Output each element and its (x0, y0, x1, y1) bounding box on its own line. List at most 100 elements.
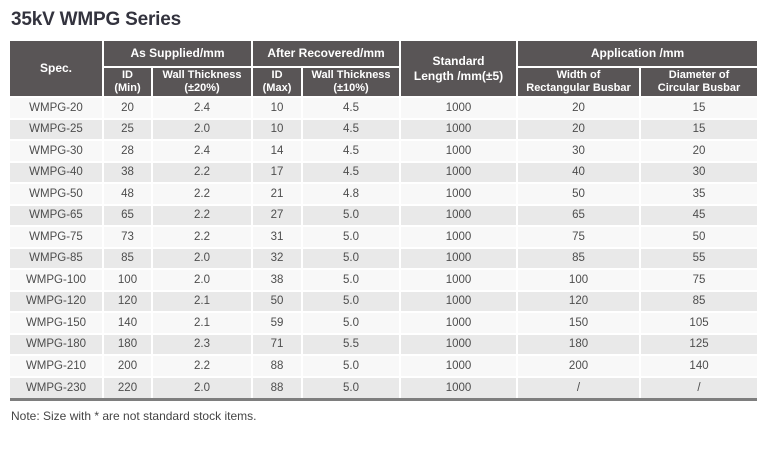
value-cell: 5.0 (301, 375, 402, 399)
value-cell: 1000 (399, 139, 519, 163)
spec-cell: WMPG-30 (9, 139, 104, 163)
value-cell: 15 (639, 96, 759, 120)
value-cell: 2.0 (150, 375, 254, 399)
value-cell: 140 (102, 311, 153, 335)
value-cell: / (516, 375, 642, 399)
spec-cell: WMPG-230 (9, 375, 104, 399)
value-cell: 105 (639, 311, 759, 335)
spec-cell: WMPG-210 (9, 354, 104, 378)
value-cell: 200 (516, 354, 642, 378)
value-cell: 2.0 (150, 268, 254, 292)
page: 35kV WMPG Series Spec. As Supplied/mm Af… (9, 9, 759, 423)
col-header-width-rectangular-busbar: Width of Rectangular Busbar (516, 66, 642, 98)
table-row: WMPG-25 25 2.0 10 4.5 1000 20 15 (9, 117, 759, 141)
spec-cell: WMPG-65 (9, 203, 104, 227)
value-cell: 2.2 (150, 225, 254, 249)
value-cell: 73 (102, 225, 153, 249)
value-cell: 20 (516, 117, 642, 141)
value-cell: 4.5 (301, 139, 402, 163)
spec-cell: WMPG-120 (9, 289, 104, 313)
value-cell: 85 (639, 289, 759, 313)
value-cell: 140 (639, 354, 759, 378)
value-cell: 5.0 (301, 225, 402, 249)
value-cell: 2.2 (150, 160, 254, 184)
value-cell: 120 (102, 289, 153, 313)
col-header-id-min: ID (Min) (102, 66, 153, 98)
value-cell: 5.0 (301, 203, 402, 227)
value-cell: 28 (102, 139, 153, 163)
spec-table: Spec. As Supplied/mm After Recovered/mm … (9, 40, 759, 399)
value-cell: 75 (516, 225, 642, 249)
value-cell: 38 (251, 268, 304, 292)
value-cell: / (639, 375, 759, 399)
table-row: WMPG-65 65 2.2 27 5.0 1000 65 45 (9, 203, 759, 227)
value-cell: 2.2 (150, 203, 254, 227)
col-header-wall-thickness-20: Wall Thickness (±20%) (150, 66, 254, 98)
value-cell: 59 (251, 311, 304, 335)
value-cell: 1000 (399, 268, 519, 292)
value-cell: 20 (516, 96, 642, 120)
value-cell: 65 (516, 203, 642, 227)
table-row: WMPG-230 220 2.0 88 5.0 1000// (9, 375, 759, 399)
page-title: 35kV WMPG Series (11, 9, 181, 30)
value-cell: 30 (516, 139, 642, 163)
value-cell: 2.2 (150, 354, 254, 378)
header-group-row: Spec. As Supplied/mm After Recovered/mm … (9, 40, 759, 98)
value-cell: 1000 (399, 332, 519, 356)
value-cell: 1000 (399, 160, 519, 184)
value-cell: 48 (102, 182, 153, 206)
value-cell: 1000 (399, 225, 519, 249)
col-group-application: Application /mm (516, 40, 759, 68)
value-cell: 25 (102, 117, 153, 141)
value-cell: 1000 (399, 203, 519, 227)
spec-cell: WMPG-85 (9, 246, 104, 270)
spec-cell: WMPG-75 (9, 225, 104, 249)
table-row: WMPG-180 180 2.3 71 5.5 1000 180 125 (9, 332, 759, 356)
header-sub-row: ID (Min) Wall Thickness (±20%) ID (Max) … (10, 66, 759, 98)
value-cell: 71 (251, 332, 304, 356)
spec-cell: WMPG-40 (9, 160, 104, 184)
spec-cell: WMPG-150 (9, 311, 104, 335)
value-cell: 150 (516, 311, 642, 335)
table-row: WMPG-30 28 2.4 14 4.5 1000 30 20 (9, 139, 759, 163)
value-cell: 1000 (399, 182, 519, 206)
value-cell: 75 (639, 268, 759, 292)
value-cell: 4.5 (301, 160, 402, 184)
col-group-as-supplied: As Supplied/mm (101, 40, 254, 68)
value-cell: 4.5 (301, 96, 402, 120)
value-cell: 15 (639, 117, 759, 141)
value-cell: 17 (251, 160, 304, 184)
value-cell: 5.0 (301, 268, 402, 292)
value-cell: 2.1 (150, 311, 254, 335)
table-row: WMPG-100 100 2.0 38 5.0 1000 100 75 (9, 268, 759, 292)
value-cell: 20 (102, 96, 153, 120)
value-cell: 21 (251, 182, 304, 206)
table-row: WMPG-50 48 2.2 21 4.8 1000 50 35 (9, 182, 759, 206)
value-cell: 125 (639, 332, 759, 356)
value-cell: 1000 (399, 289, 519, 313)
value-cell: 40 (516, 160, 642, 184)
value-cell: 1000 (399, 354, 519, 378)
value-cell: 5.0 (301, 311, 402, 335)
spec-table-body: WMPG-20 20 2.4 10 4.5 1000 20 15 WMPG-25 25 2.0 10 4… (9, 96, 759, 399)
spec-cell: WMPG-50 (9, 182, 104, 206)
value-cell: 4.5 (301, 117, 402, 141)
value-cell: 100 (516, 268, 642, 292)
value-cell: 50 (639, 225, 759, 249)
table-row: WMPG-20 20 2.4 10 4.5 1000 20 15 (9, 96, 759, 120)
value-cell: 2.0 (150, 117, 254, 141)
value-cell: 32 (251, 246, 304, 270)
table-row: WMPG-150 140 2.1 59 5.0 1000 150 105 (9, 311, 759, 335)
spec-table-header: Spec. As Supplied/mm After Recovered/mm … (9, 40, 759, 98)
value-cell: 50 (251, 289, 304, 313)
value-cell: 5.0 (301, 289, 402, 313)
value-cell: 55 (639, 246, 759, 270)
value-cell: 2.3 (150, 332, 254, 356)
col-header-wall-thickness-10: Wall Thickness (±10%) (301, 66, 402, 98)
value-cell: 14 (251, 139, 304, 163)
col-header-spec: Spec. (9, 40, 104, 98)
value-cell: 27 (251, 203, 304, 227)
value-cell: 88 (251, 375, 304, 399)
value-cell: 4.8 (301, 182, 402, 206)
value-cell: 100 (102, 268, 153, 292)
